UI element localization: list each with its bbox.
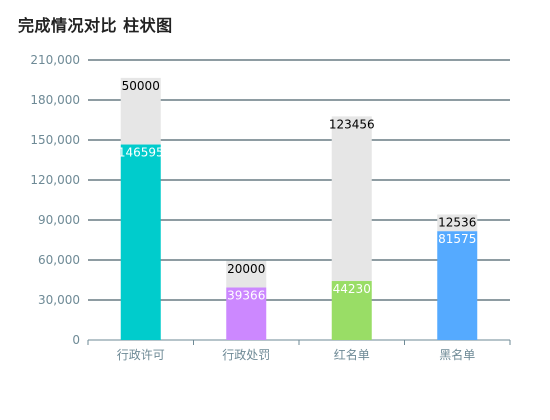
x-category-label: 行政许可 — [117, 348, 165, 362]
x-category-label: 红名单 — [334, 347, 370, 362]
y-tick-label: 0 — [72, 333, 80, 347]
bar-base-segment — [437, 231, 478, 340]
chart-title: 完成情况对比 柱状图 — [18, 16, 173, 35]
bar-top-value-label: 50000 — [122, 79, 160, 93]
bar-top-value-label: 123456 — [329, 117, 375, 131]
bar-top-segment — [437, 214, 478, 232]
y-axis-tick-labels: 0 30,000 60,000 90,000 120,000 150,000 180,000… — [30, 53, 80, 347]
y-tick-label: 120,000 — [30, 173, 80, 187]
bar-group: 81575 12536 — [437, 214, 478, 340]
bar-base-segment — [120, 144, 161, 340]
bar-base-segment — [331, 281, 372, 340]
bar-top-value-label: 20000 — [227, 262, 265, 276]
x-category-label: 行政处罚 — [222, 348, 270, 362]
bar-top-value-label: 12536 — [438, 216, 476, 230]
y-tick-label: 180,000 — [30, 93, 80, 107]
bar-top-segment — [331, 116, 372, 282]
bar-group: 39366 20000 — [226, 260, 267, 340]
bar-base-value-label: 146595 — [118, 146, 164, 160]
bar-base-value-label: 44230 — [333, 282, 371, 296]
bar-group: 146595 50000 — [118, 77, 164, 340]
bar-base-value-label: 39366 — [227, 289, 265, 303]
bar-group: 44230 123456 — [329, 116, 375, 340]
bar-base-segment — [226, 287, 267, 340]
y-tick-label: 210,000 — [30, 53, 80, 67]
bar-top-segment — [226, 260, 267, 288]
bar-top-segment — [120, 77, 161, 145]
bar-base-value-label: 81575 — [438, 232, 476, 246]
y-tick-label: 90,000 — [38, 213, 80, 227]
y-tick-label: 150,000 — [30, 133, 80, 147]
y-tick-label: 60,000 — [38, 253, 80, 267]
x-category-label: 黑名单 — [439, 347, 475, 362]
y-tick-label: 30,000 — [38, 293, 80, 307]
